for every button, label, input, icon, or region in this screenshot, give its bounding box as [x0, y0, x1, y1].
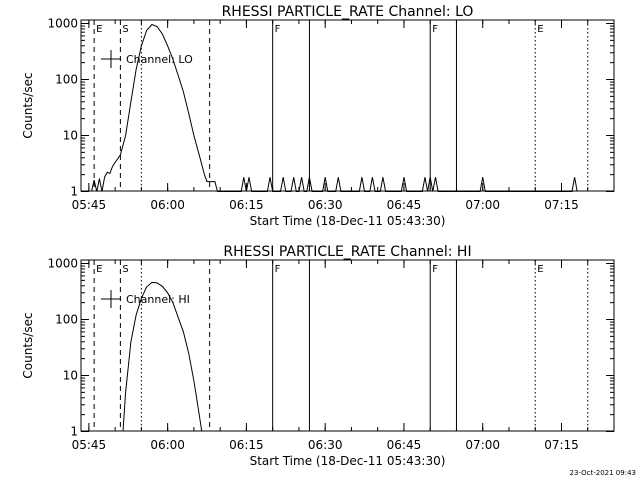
event-marker-label: E: [537, 264, 543, 275]
plot-frame: [80, 259, 615, 432]
x-tick-label: 07:00: [465, 198, 500, 212]
data-series-line: [122, 281, 203, 432]
x-axis-label: Start Time (18-Dec-11 05:43:30): [250, 214, 446, 228]
plot-frame: [80, 19, 615, 192]
x-tick-label: 05:45: [72, 438, 107, 452]
x-tick-label: 06:15: [229, 438, 264, 452]
y-axis-label: Counts/sec: [21, 72, 35, 138]
data-series-line: [91, 23, 578, 192]
y-tick-label: 1000: [47, 17, 78, 31]
event-marker-label: S: [122, 24, 128, 35]
y-tick-label: 10: [63, 369, 78, 383]
x-tick-label: 06:45: [387, 198, 422, 212]
y-tick-label: 1000: [47, 257, 78, 271]
chart-title: RHESSI PARTICLE_RATE Channel: HI: [223, 244, 471, 260]
legend-label: Channel: LO: [126, 53, 193, 66]
chart-panel-lo: RHESSI PARTICLE_RATE Channel: LO Counts/s…: [21, 4, 615, 228]
x-tick-label: 06:00: [150, 438, 185, 452]
x-tick-label: 07:15: [544, 198, 579, 212]
x-tick-label: 06:15: [229, 198, 264, 212]
x-tick-label: 06:00: [150, 198, 185, 212]
event-marker-label: F: [432, 24, 438, 35]
event-marker-label: S: [122, 264, 128, 275]
event-marker-label: F: [432, 264, 438, 275]
y-tick-label: 100: [55, 73, 78, 87]
x-tick-label: 05:45: [72, 198, 107, 212]
event-marker-label: E: [537, 24, 543, 35]
x-tick-label: 07:00: [465, 438, 500, 452]
y-axis-label: Counts/sec: [21, 312, 35, 378]
y-tick-label: 1: [70, 425, 78, 439]
x-axis-label: Start Time (18-Dec-11 05:43:30): [250, 454, 446, 468]
chart-title: RHESSI PARTICLE_RATE Channel: LO: [222, 4, 474, 20]
x-tick-label: 07:15: [544, 438, 579, 452]
event-marker-label: E: [96, 24, 102, 35]
x-tick-label: 06:30: [308, 198, 343, 212]
event-marker-label: E: [96, 264, 102, 275]
x-tick-label: 06:30: [308, 438, 343, 452]
chart-panel-hi: RHESSI PARTICLE_RATE Channel: HI Counts/s…: [21, 244, 615, 468]
y-tick-label: 10: [63, 129, 78, 143]
timestamp-label: 23-Oct-2021 09:43: [570, 469, 636, 477]
y-tick-label: 1: [70, 185, 78, 199]
event-marker-label: F: [275, 264, 281, 275]
y-tick-label: 100: [55, 313, 78, 327]
x-tick-label: 06:45: [387, 438, 422, 452]
event-marker-label: F: [275, 24, 281, 35]
legend-label: Channel: HI: [126, 293, 190, 306]
